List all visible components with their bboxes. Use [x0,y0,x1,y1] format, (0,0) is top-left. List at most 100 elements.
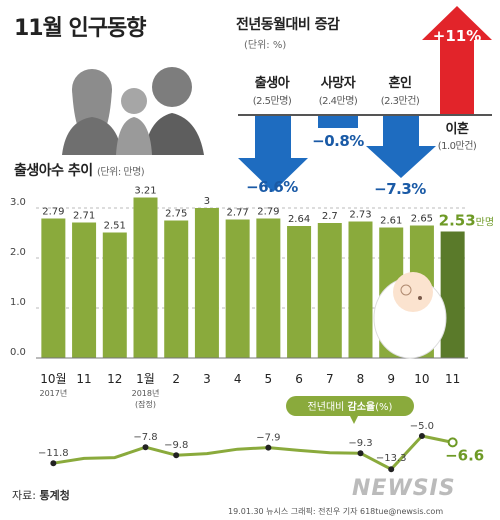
x-tick-label: 4 [234,372,242,386]
divorce-percent: +11% [432,27,482,45]
x-tick-label: 9 [387,372,395,386]
page-title: 11월 인구동향 [14,16,146,41]
births-sub: (2.5만명) [252,96,292,107]
births-title-text: 출생아수 추이 [14,163,93,179]
bar [72,222,97,358]
bar [194,208,219,358]
marriage-sub: (2.3만건) [380,96,420,107]
bar-value-label: 2.64 [288,214,310,225]
bar [256,218,281,358]
divorce-label: 이혼 [445,122,469,137]
bar-value-label: 2.77 [227,208,249,219]
decrease-rate-label: −7.9 [256,433,280,444]
bar [41,218,66,358]
rate-legend-pointer [350,416,358,424]
bar-value-label: 3 [204,196,210,207]
x-tick-label: 1월 [136,372,155,386]
bar-value-label: 2.61 [380,216,402,227]
deaths-percent: −0.8% [312,132,364,150]
bar-value-label: 3.21 [134,186,156,197]
births-unit: (단위: 만명) [97,167,145,178]
bar [164,220,189,358]
bar-value-label: 2.51 [104,221,126,232]
watermark: NEWSIS [352,476,456,501]
marriage-percent: −7.3% [374,180,426,198]
x-tick-label: 10 [414,372,429,386]
decrease-rate-point [173,452,180,459]
last-bar-value-unit: 만명 [476,217,494,229]
births-label: 출생아 [254,76,290,91]
bar-value-label: 2.73 [349,210,371,221]
rate-legend-bold: 감소율 [348,401,376,413]
x-tick-label: 8 [357,372,365,386]
bar [102,232,127,358]
bar-value-label: 2.75 [165,209,187,220]
yoy-title: 전년동월대비 증감 [236,17,340,33]
decrease-rate-label: −11.8 [38,448,69,459]
decrease-rate-point [357,450,364,457]
x-tick-label: 5 [265,372,273,386]
births-percent: −6.6% [246,178,298,196]
decrease-rate-point [142,444,149,451]
y-tick-label: 1.0 [10,297,26,308]
bar-value-label: 2.7 [322,211,338,222]
decrease-rate-label: −5.0 [410,421,434,432]
x-tick-label: 3 [203,372,211,386]
x-tick-label: 11 [76,372,91,386]
x-sub-label: 2017년 [39,388,67,398]
marriage-down-arrow [366,116,436,178]
deaths-down-bar [318,116,358,128]
x-tick-label: 12 [107,372,122,386]
divorce-up-arrow [422,6,492,114]
deaths-sub: (2.4만명) [318,96,358,107]
x-sub-label: 2018년 [132,388,160,398]
x-sub-label: (잠정) [135,399,156,409]
bar-value-label: 2.65 [411,214,433,225]
decrease-rate-label: −13.3 [376,453,407,464]
family-illustration [62,67,204,155]
x-tick-label: 10월 [40,372,66,386]
bar [317,223,342,358]
bar [348,221,373,358]
bar-value-label: 2.79 [42,207,64,218]
marriage-label: 혼인 [388,76,412,91]
decrease-rate-label: −9.3 [348,438,372,449]
bar-value-label: 2.79 [257,207,279,218]
bar [287,226,312,358]
bar-value-label: 2.71 [73,211,95,222]
decrease-rate-point [388,466,395,473]
last-bar-value-label: 2.53만명 [439,212,494,230]
deaths-label: 사망자 [320,76,356,91]
source: 자료: 통계청 [12,487,70,503]
rate-legend-text: 전년대비 감소율(%) [308,401,393,413]
x-tick-label: 2 [172,372,180,386]
baby-head [393,272,433,312]
credit: 19.01.30 뉴시스 그래픽: 전진우 기자 618tue@newsis.c… [228,507,444,516]
decrease-rate-line [53,434,453,471]
bar [440,231,465,358]
yoy-baseline [238,114,492,116]
baby-hair-curl [400,284,412,296]
decrease-rate-point [265,444,272,451]
x-tick-label: 7 [326,372,334,386]
births-down-arrow [238,116,308,192]
rate-legend-suffix: (%) [375,402,392,413]
y-tick-label: 3.0 [10,197,26,208]
y-tick-label: 0.0 [10,347,26,358]
decrease-rate-point [418,433,425,439]
x-tick-label: 11 [445,372,460,386]
yoy-unit: (단위: %) [244,40,287,51]
decrease-rate-label: −7.8 [133,432,157,443]
decrease-rate-point [50,460,57,467]
births-chart-title: 출생아수 추이 (단위: 만명) [14,160,145,180]
rate-legend-badge [286,396,414,416]
bar [133,197,158,358]
y-tick-label: 2.0 [10,247,26,258]
source-name: 통계청 [39,489,70,502]
decrease-rate-point [447,437,458,448]
decrease-rate-label: −6.6 [445,446,484,464]
bar [225,219,250,358]
divorce-sub: (1.0만건) [437,141,477,152]
